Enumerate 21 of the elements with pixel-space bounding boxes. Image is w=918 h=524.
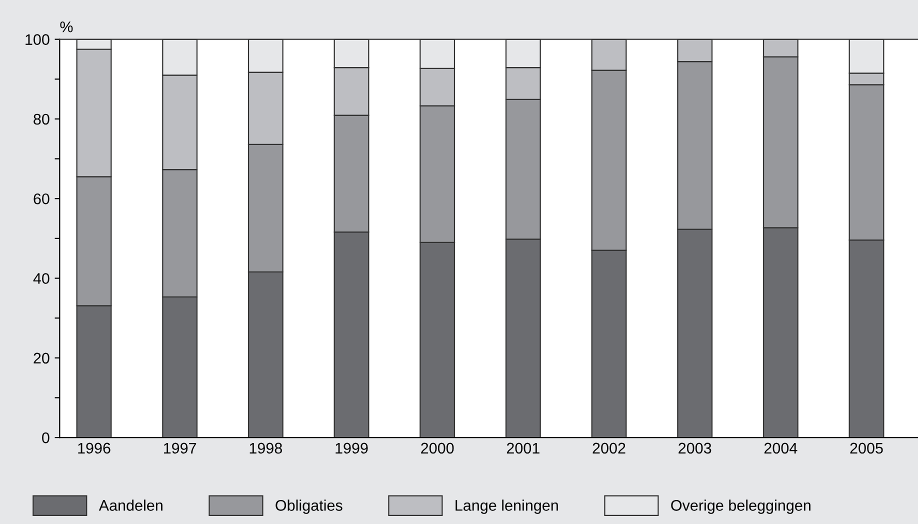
- y-tick-label: 40: [33, 273, 50, 284]
- x-tick-label: 1999: [336, 442, 368, 454]
- x-tick-label: 2000: [421, 442, 454, 454]
- x-tick-label: 2002: [592, 442, 626, 454]
- x-tick-label: 2001: [506, 442, 540, 454]
- y-tick-label: 20: [34, 352, 50, 364]
- x-tick-label: 1996: [78, 442, 110, 454]
- y-tick-label: 80: [34, 114, 50, 125]
- legend-label: Overige beleggingen: [671, 500, 810, 514]
- legend-label: Aandelen: [98, 500, 162, 511]
- x-tick-label: 1997: [164, 442, 196, 454]
- x-tick-label: 2003: [678, 442, 712, 454]
- y-tick-label: 100: [26, 34, 50, 45]
- y-tick-label: 0: [42, 432, 50, 444]
- y-axis-title: %: [60, 22, 73, 32]
- legend-label: Obligaties: [276, 500, 342, 514]
- legend-label: Lange leningen: [456, 500, 558, 514]
- x-tick-label: 1998: [250, 442, 282, 454]
- x-tick-label: 2004: [764, 442, 798, 454]
- y-tick-label: 60: [34, 193, 50, 204]
- x-tick-label: 2005: [850, 442, 883, 454]
